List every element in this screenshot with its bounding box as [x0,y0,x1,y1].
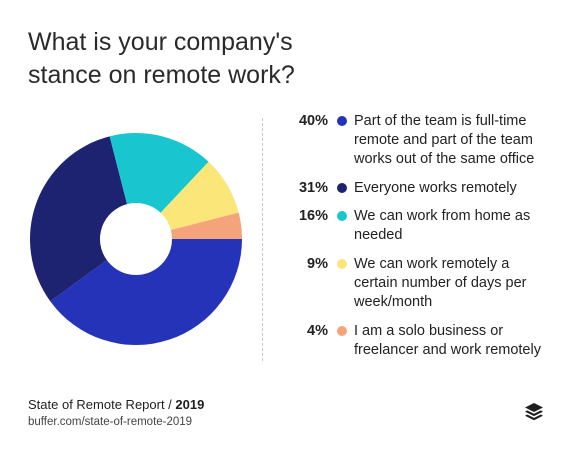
legend-item: 9% We can work remotely a certain number… [284,255,554,312]
legend-item: 40% Part of the team is full-time remote… [284,112,554,169]
legend-label: We can work remotely a certain number of… [354,256,527,310]
legend-swatch [337,211,347,221]
footer-url: buffer.com/state-of-remote-2019 [28,416,193,428]
donut-slice [30,136,128,302]
legend-item: 4% I am a solo business or freelancer an… [284,322,554,360]
legend-label: Part of the team is full-time remote and… [354,113,535,167]
report-name: State of Remote Report / [28,397,172,412]
donut-slice [160,161,239,231]
donut-slice [109,133,209,213]
legend-percent: 31% [298,180,328,196]
divider [262,118,263,361]
legend-label: Everyone works remotely [354,180,517,196]
title-line-2: stance on remote work? [28,61,295,89]
legend-swatch [337,116,347,126]
legend-percent: 4% [307,323,328,339]
legend-swatch [337,183,347,193]
donut-slice [170,212,242,239]
legend-percent: 16% [298,208,328,224]
legend-label: We can work from home as needed [354,208,531,243]
footer-report-name: State of Remote Report / 2019 [28,397,204,412]
legend-item: 16% We can work from home as needed [284,207,554,245]
legend-item: 31% Everyone works remotely [284,179,554,198]
donut-chart [30,133,242,345]
legend-swatch [337,326,347,336]
legend-swatch [337,259,347,269]
chart-title: What is your company's stance on remote … [28,26,328,92]
legend: 40% Part of the team is full-time remote… [284,112,554,360]
legend-label: I am a solo business or freelancer and w… [354,323,541,358]
legend-percent: 9% [307,256,328,272]
buffer-stack-icon [525,403,543,421]
donut-slice [50,239,242,345]
report-year: 2019 [175,397,205,412]
legend-percent: 40% [298,113,328,129]
title-line-1: What is your company's [28,28,293,56]
